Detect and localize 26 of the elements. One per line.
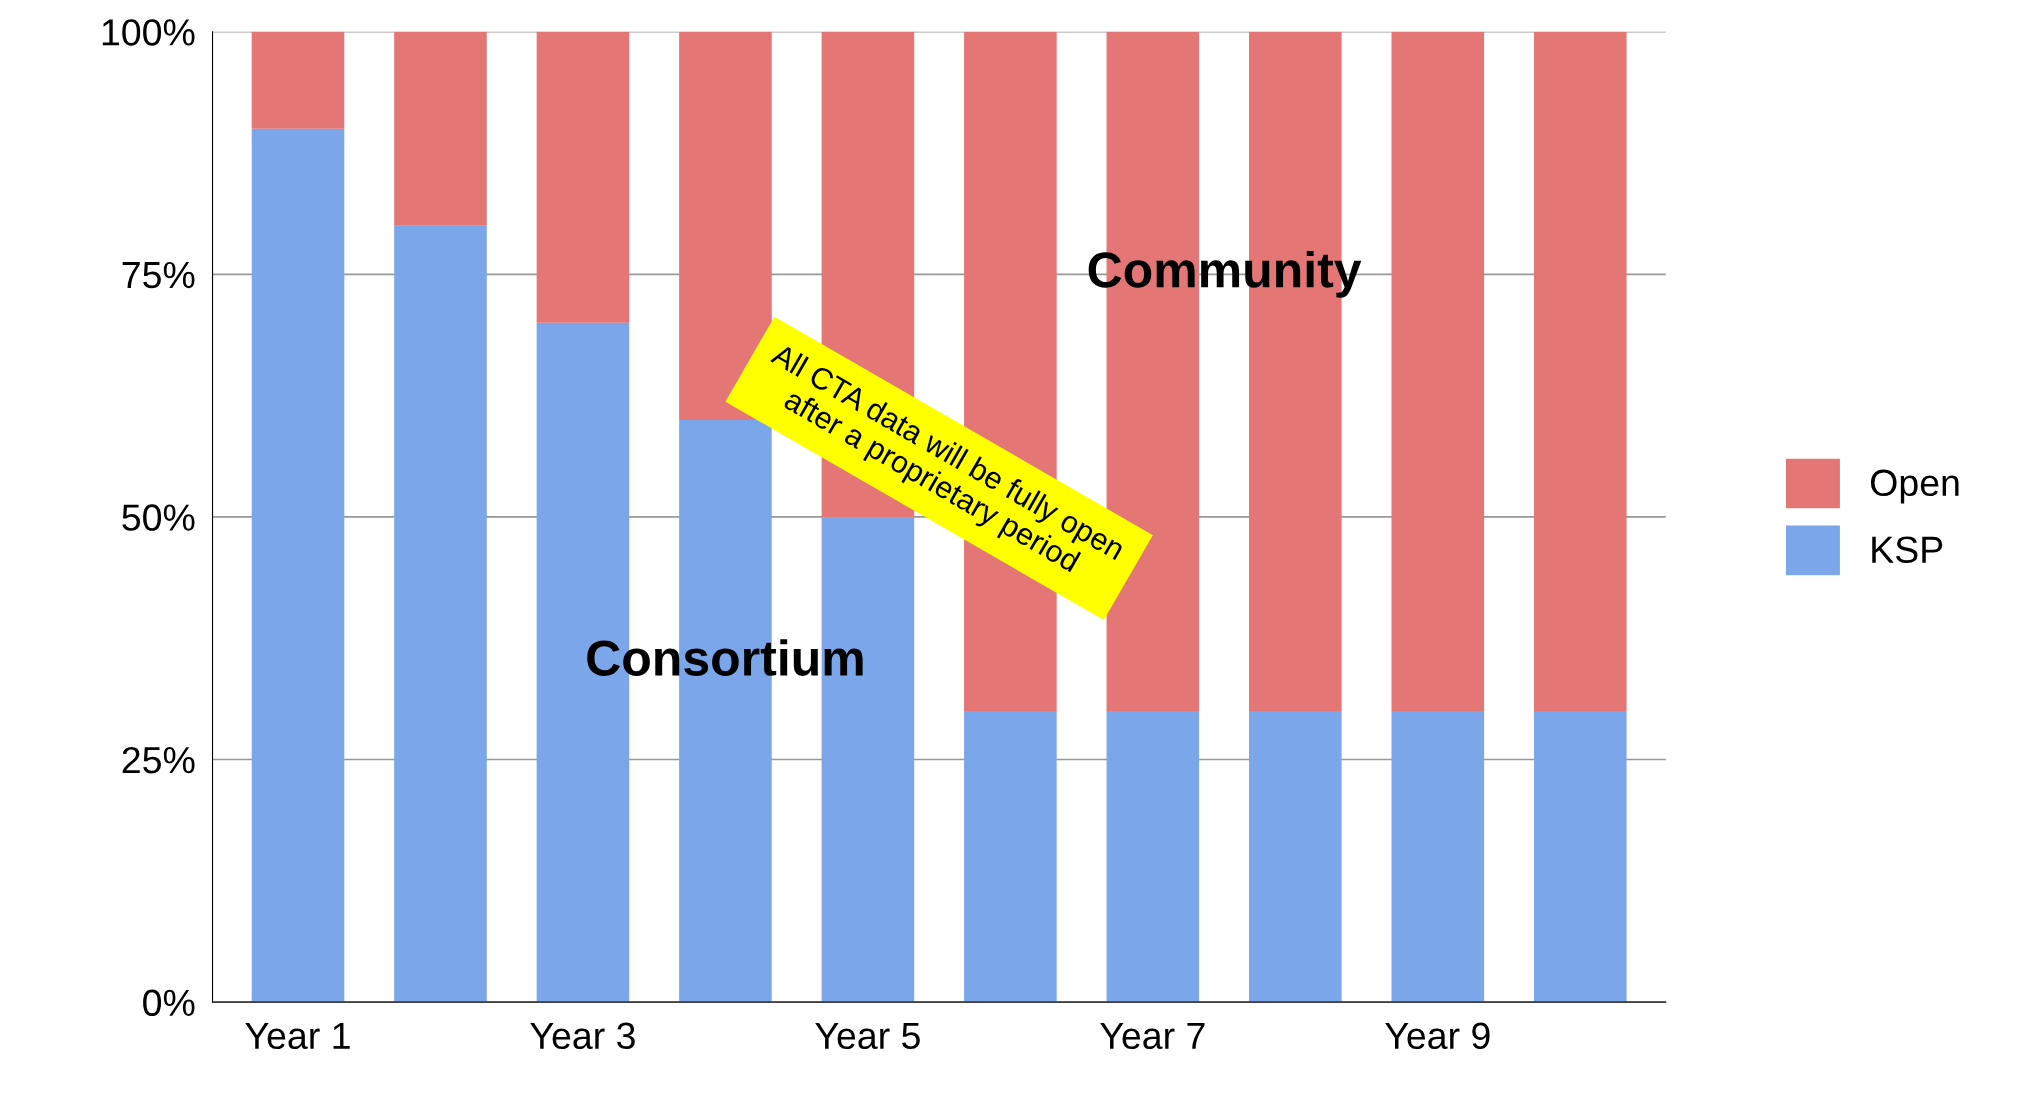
bar <box>1249 710 1342 1003</box>
bar <box>536 31 630 323</box>
bar <box>1533 710 1627 1003</box>
bar <box>251 31 345 129</box>
x-tick-label: Year 1 <box>245 1022 350 1050</box>
bar <box>679 31 772 420</box>
y-tick-label: 100% <box>102 19 195 46</box>
y-tick-label: 25% <box>122 746 195 774</box>
bar <box>394 31 487 226</box>
x-tick-label: Year 7 <box>1100 1022 1205 1050</box>
annotation: Community <box>1088 251 1362 298</box>
bar <box>1391 31 1485 711</box>
x-tick-label: Year 3 <box>530 1022 635 1050</box>
x-tick-label: Year 5 <box>815 1022 920 1050</box>
x-tick-label: Year 9 <box>1385 1022 1490 1050</box>
bar <box>964 710 1057 1003</box>
bar <box>1106 710 1200 1003</box>
bar <box>1391 710 1485 1003</box>
legend-label: KSP <box>1872 536 1943 564</box>
y-tick-label: 50% <box>122 504 195 531</box>
bar <box>394 225 487 1003</box>
legend-label: Open <box>1870 469 1959 504</box>
y-tick-label: 0% <box>143 989 195 1017</box>
bar <box>251 128 345 1003</box>
bar <box>1533 31 1627 711</box>
y-tick-label: 75% <box>122 261 195 289</box>
